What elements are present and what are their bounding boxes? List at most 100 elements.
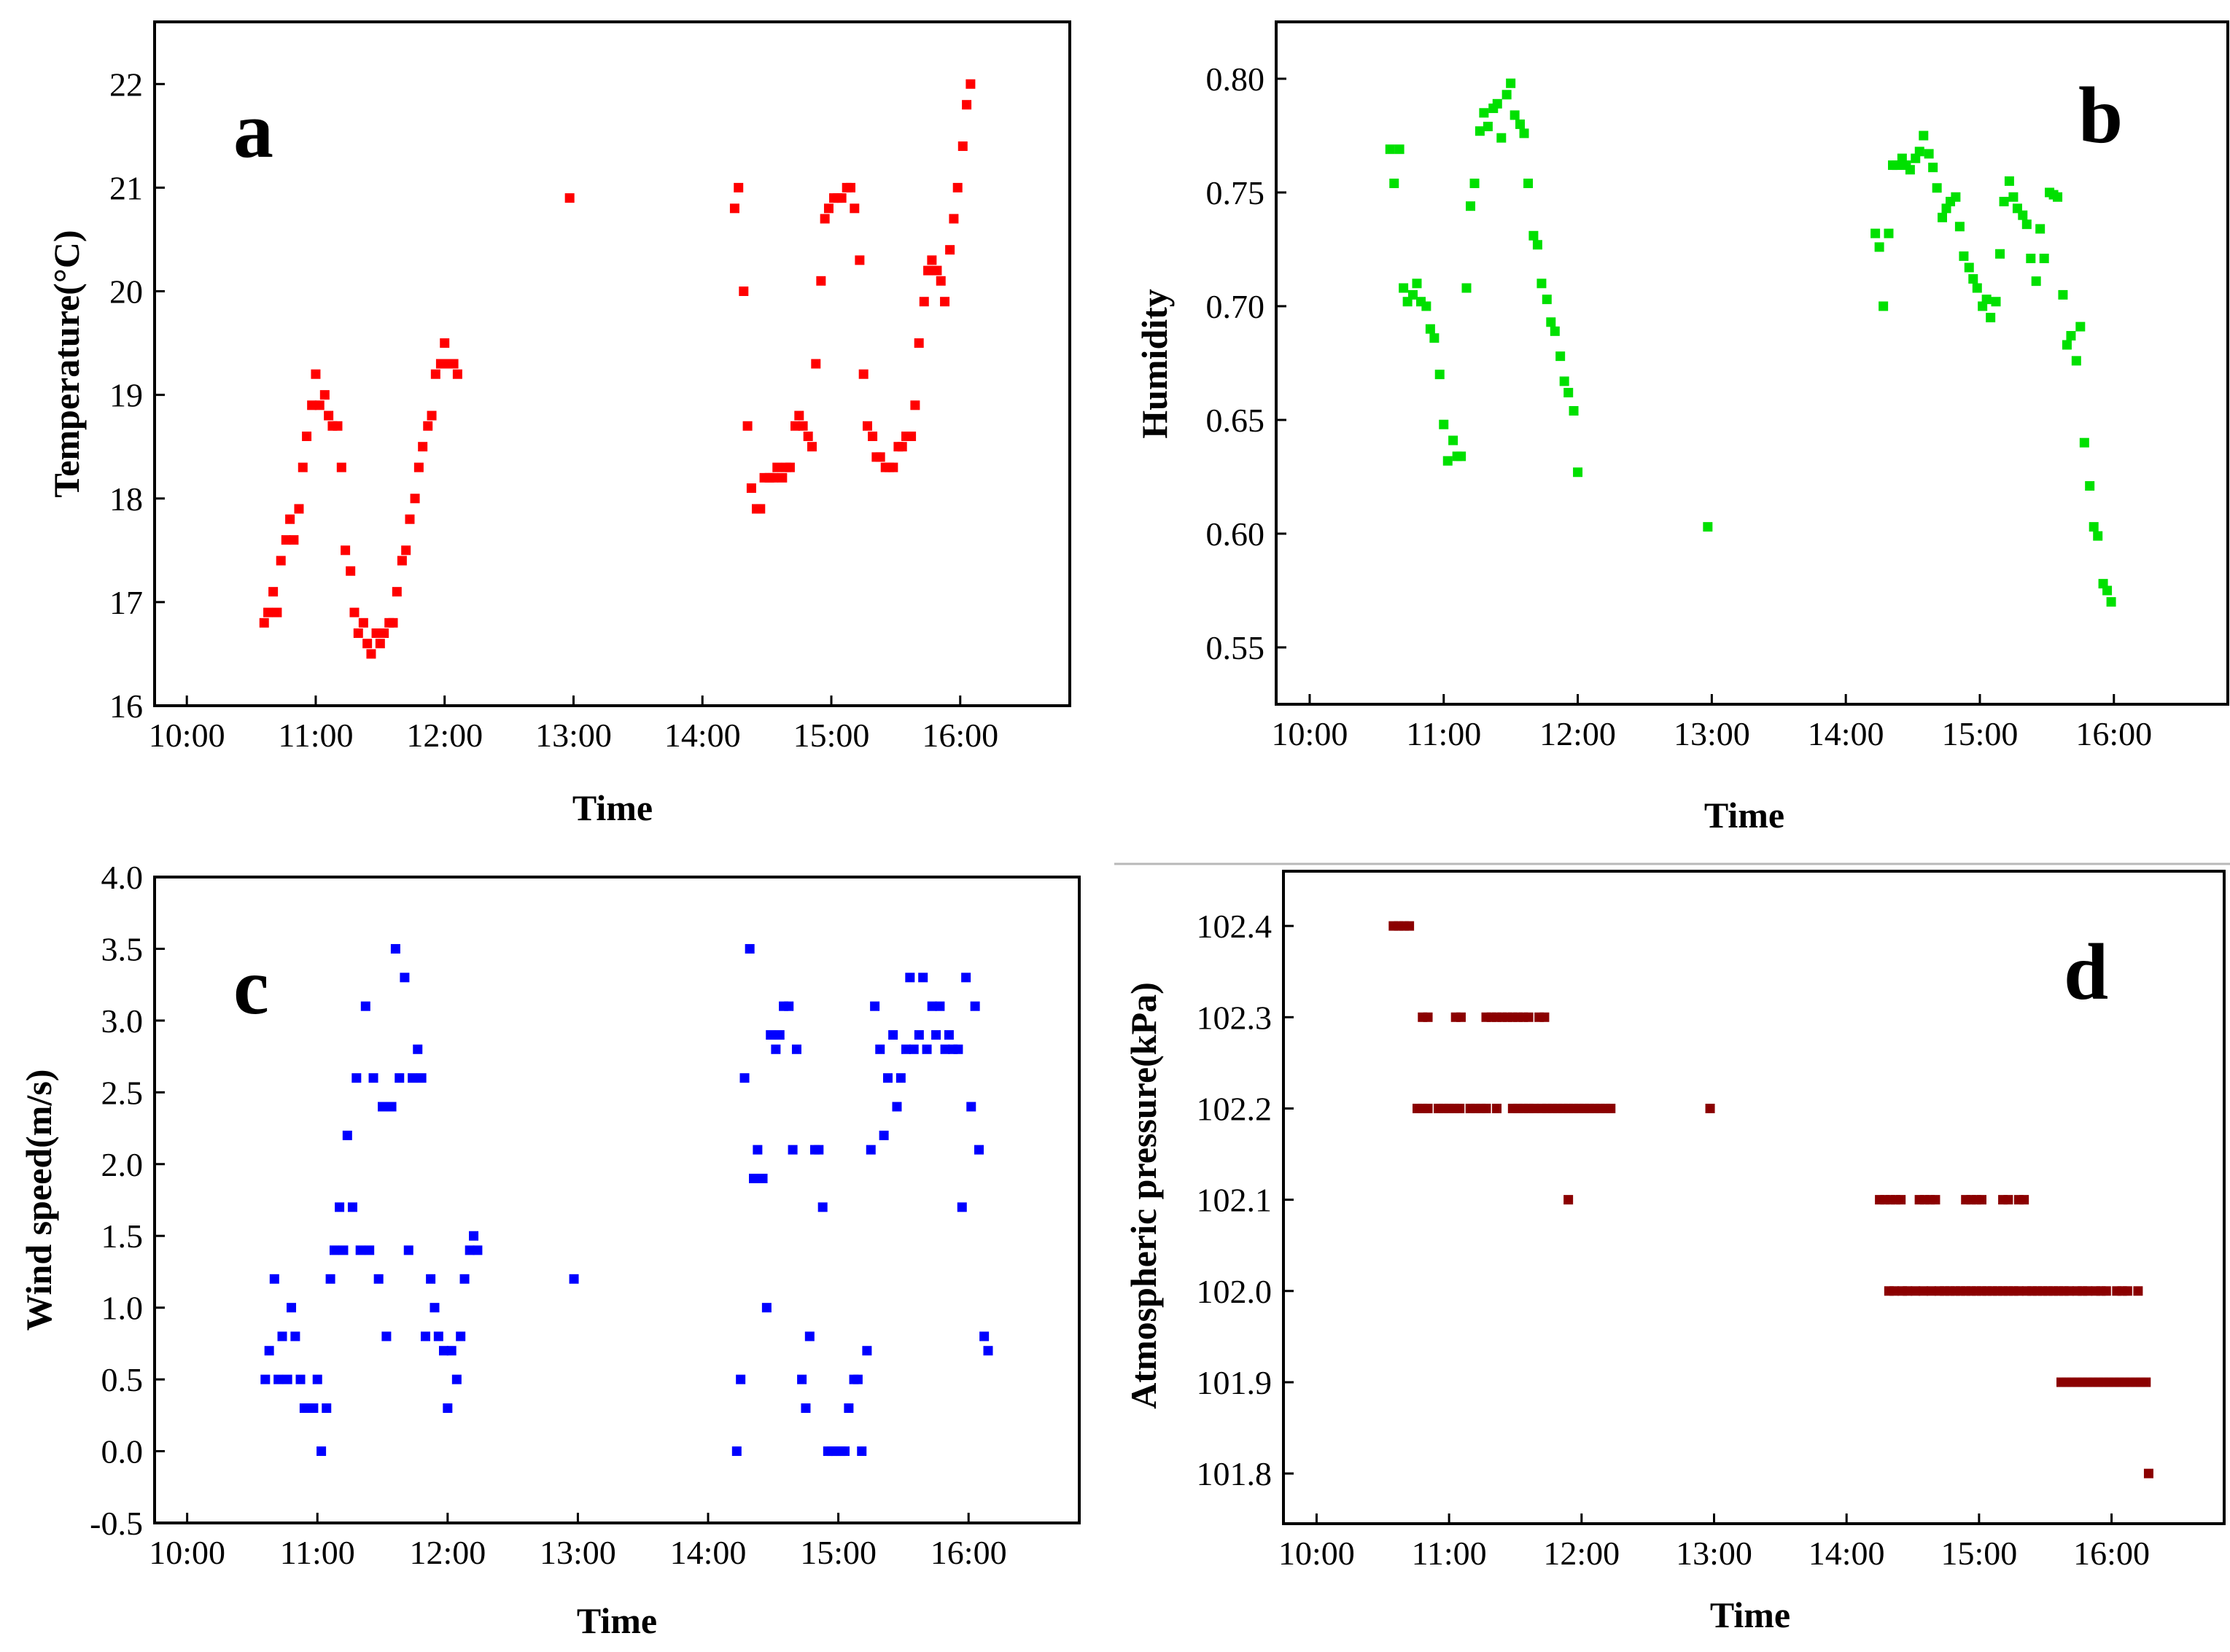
y-tick-label: 101.9 (1197, 1364, 1273, 1401)
data-point (1874, 242, 1884, 252)
data-point (1919, 1286, 1929, 1296)
data-point (1475, 126, 1485, 136)
data-point (820, 214, 830, 224)
data-point (1928, 163, 1938, 173)
data-point (844, 1403, 854, 1413)
x-tick-label: 16:00 (2075, 715, 2152, 752)
x-tick-label: 11:00 (280, 1534, 355, 1571)
x-tick-label: 11:00 (278, 717, 353, 754)
y-axis-ticks: 16 17 18 19 20 21 22 (109, 66, 165, 725)
data-point (263, 607, 273, 617)
y-axis-label: Humidity (1134, 289, 1175, 439)
data-point (473, 1245, 483, 1255)
data-point (852, 1374, 863, 1384)
data-point (379, 628, 389, 639)
data-point (957, 1202, 967, 1212)
data-point (433, 1331, 443, 1341)
data-point (430, 1303, 440, 1313)
data-point (1999, 196, 2009, 206)
data-point (302, 431, 312, 441)
data-point (1905, 165, 1915, 175)
y-tick-label: 2.5 (101, 1074, 144, 1111)
data-point (879, 1130, 889, 1140)
data-point (1483, 122, 1493, 132)
data-point (2106, 597, 2116, 607)
data-point (734, 182, 744, 192)
x-tick-label: 10:00 (1272, 715, 1348, 752)
data-point (1919, 130, 1929, 141)
data-point (1523, 179, 1534, 189)
data-point (375, 639, 385, 649)
data-point (392, 587, 402, 597)
data-point (772, 462, 782, 472)
x-tick-label: 14:00 (1809, 1535, 1885, 1572)
data-point (335, 1202, 345, 1212)
data-point (395, 1073, 405, 1083)
data-point (949, 214, 959, 224)
data-point (875, 1044, 885, 1054)
data-point (269, 1274, 279, 1284)
data-point (1884, 228, 1894, 238)
data-point (901, 1044, 911, 1054)
data-point (1964, 262, 1974, 273)
data-point (390, 943, 400, 954)
data-point (347, 1202, 357, 1212)
data-point (287, 1303, 297, 1313)
data-point (358, 617, 368, 628)
y-tick-label: 4.0 (101, 859, 144, 896)
data-point (745, 943, 755, 954)
data-point (736, 1374, 746, 1384)
data-point (277, 1331, 287, 1341)
data-point (814, 1145, 824, 1155)
data-point (325, 1274, 335, 1284)
x-tick-label: 12:00 (406, 717, 483, 754)
x-axis-label: Time (577, 1600, 657, 1641)
data-points (1388, 921, 2153, 1478)
data-point (1705, 1103, 1715, 1113)
data-point (2102, 585, 2113, 596)
data-points (259, 79, 976, 659)
y-axis-ticks: 0.55 0.60 0.65 0.70 0.75 0.80 (1206, 61, 1286, 666)
x-tick-label: 13:00 (540, 1534, 616, 1571)
panel-label: b (2078, 71, 2123, 160)
data-point (1456, 1012, 1466, 1022)
data-point (1407, 289, 1418, 300)
data-point (336, 462, 346, 472)
data-point (2035, 224, 2046, 234)
data-point (906, 431, 917, 441)
data-point (2133, 1286, 2143, 1296)
data-point (260, 1374, 271, 1384)
data-point (2141, 1377, 2151, 1387)
panel-label: a (233, 85, 273, 174)
data-point (386, 1102, 397, 1112)
data-point (282, 1374, 292, 1384)
data-point (875, 452, 885, 462)
data-point (268, 587, 279, 597)
data-point (443, 1403, 453, 1413)
data-point (1968, 274, 1978, 284)
data-point (1703, 522, 1713, 532)
data-point (932, 265, 942, 276)
y-tick-label: 0.60 (1206, 515, 1265, 553)
data-point (1510, 110, 1520, 120)
y-axis-label: Wind speed(m/s) (18, 1069, 59, 1331)
data-point (816, 276, 826, 286)
data-point (1932, 183, 1942, 193)
data-point (388, 617, 398, 628)
data-point (1389, 179, 1399, 189)
data-point (418, 442, 428, 452)
data-point (931, 1030, 941, 1040)
data-point (801, 1403, 811, 1413)
data-point (1523, 1012, 1534, 1022)
data-point (426, 1274, 436, 1284)
data-point (857, 1446, 867, 1457)
data-point (1434, 370, 1445, 380)
data-point (2004, 176, 2014, 186)
data-point (940, 297, 950, 307)
data-point (892, 1102, 902, 1112)
data-point (451, 1374, 462, 1384)
data-point (400, 973, 410, 983)
x-tick-label: 13:00 (1674, 715, 1750, 752)
data-point (749, 1173, 759, 1183)
data-point (2058, 289, 2068, 300)
